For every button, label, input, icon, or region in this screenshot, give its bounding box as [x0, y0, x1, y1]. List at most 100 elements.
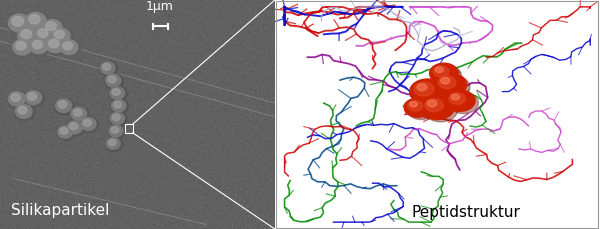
- Circle shape: [58, 101, 67, 108]
- Circle shape: [108, 125, 125, 139]
- Circle shape: [112, 114, 120, 120]
- Circle shape: [449, 93, 466, 104]
- Circle shape: [71, 107, 86, 120]
- Text: 1μm: 1μm: [146, 0, 174, 13]
- Circle shape: [52, 28, 70, 44]
- Circle shape: [38, 29, 48, 37]
- Circle shape: [109, 139, 116, 146]
- Circle shape: [50, 27, 73, 46]
- Circle shape: [16, 41, 26, 50]
- Circle shape: [12, 16, 23, 26]
- Circle shape: [427, 100, 437, 107]
- Circle shape: [55, 99, 72, 112]
- Circle shape: [111, 127, 119, 133]
- Circle shape: [12, 38, 35, 58]
- Circle shape: [18, 106, 27, 114]
- Circle shape: [43, 19, 62, 36]
- Circle shape: [32, 41, 43, 49]
- Circle shape: [430, 63, 458, 83]
- Circle shape: [46, 37, 64, 53]
- Circle shape: [109, 125, 123, 137]
- Circle shape: [410, 79, 446, 104]
- Circle shape: [437, 76, 470, 98]
- Circle shape: [13, 39, 32, 55]
- Text: Peptidstruktur: Peptidstruktur: [412, 205, 520, 220]
- Circle shape: [113, 101, 122, 108]
- Circle shape: [21, 30, 32, 39]
- Circle shape: [18, 27, 38, 44]
- Circle shape: [17, 27, 41, 47]
- Circle shape: [407, 100, 435, 120]
- Circle shape: [49, 39, 59, 48]
- Circle shape: [112, 100, 126, 112]
- Circle shape: [46, 22, 56, 31]
- Circle shape: [111, 99, 128, 114]
- Circle shape: [433, 65, 461, 86]
- Circle shape: [8, 92, 25, 106]
- Circle shape: [417, 84, 427, 91]
- Circle shape: [414, 82, 434, 96]
- Circle shape: [413, 81, 449, 106]
- Circle shape: [104, 74, 124, 89]
- Circle shape: [106, 138, 120, 149]
- Circle shape: [35, 27, 53, 42]
- Circle shape: [57, 125, 75, 140]
- Circle shape: [70, 106, 89, 123]
- Circle shape: [438, 76, 456, 89]
- Circle shape: [59, 39, 81, 57]
- Bar: [125, 124, 133, 133]
- Circle shape: [433, 66, 449, 77]
- Circle shape: [29, 15, 40, 24]
- Circle shape: [109, 86, 127, 101]
- Circle shape: [407, 101, 422, 111]
- Circle shape: [425, 99, 443, 112]
- Circle shape: [436, 67, 443, 73]
- Circle shape: [112, 89, 120, 95]
- Circle shape: [83, 119, 91, 126]
- Circle shape: [24, 90, 44, 107]
- Circle shape: [448, 93, 478, 114]
- Circle shape: [14, 104, 35, 121]
- Circle shape: [60, 128, 68, 134]
- Circle shape: [34, 26, 57, 45]
- Circle shape: [66, 120, 85, 136]
- Circle shape: [108, 76, 116, 83]
- Circle shape: [70, 123, 78, 130]
- Circle shape: [26, 12, 46, 29]
- Circle shape: [29, 38, 51, 56]
- Circle shape: [16, 104, 32, 118]
- Circle shape: [30, 38, 48, 54]
- Circle shape: [103, 63, 110, 70]
- Circle shape: [110, 112, 124, 124]
- Circle shape: [434, 73, 467, 96]
- Circle shape: [445, 90, 475, 111]
- Circle shape: [25, 11, 49, 32]
- Circle shape: [109, 112, 127, 126]
- Circle shape: [55, 98, 74, 115]
- Circle shape: [58, 126, 73, 138]
- Circle shape: [45, 36, 68, 55]
- Circle shape: [106, 137, 122, 151]
- Circle shape: [7, 13, 34, 35]
- Circle shape: [60, 40, 78, 55]
- Circle shape: [7, 91, 28, 108]
- Circle shape: [42, 19, 65, 38]
- Circle shape: [11, 93, 20, 101]
- Circle shape: [106, 74, 121, 87]
- Circle shape: [424, 98, 458, 122]
- Circle shape: [81, 118, 96, 130]
- Circle shape: [54, 30, 64, 38]
- Circle shape: [67, 121, 82, 134]
- Circle shape: [410, 102, 418, 107]
- Circle shape: [8, 14, 30, 32]
- Circle shape: [25, 91, 41, 105]
- Circle shape: [28, 93, 37, 100]
- Circle shape: [63, 42, 73, 50]
- Circle shape: [404, 98, 431, 117]
- Text: Silikapartikel: Silikapartikel: [11, 202, 109, 218]
- Circle shape: [73, 109, 82, 116]
- Circle shape: [100, 62, 115, 74]
- Circle shape: [451, 94, 460, 100]
- Circle shape: [421, 96, 454, 120]
- Circle shape: [80, 117, 98, 133]
